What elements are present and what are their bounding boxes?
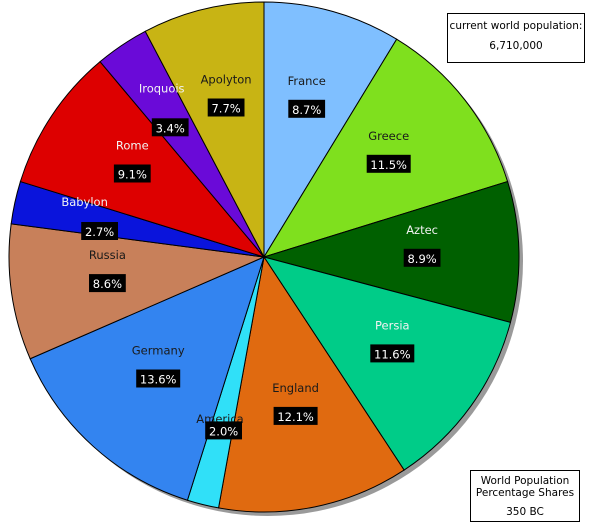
slice-label-apolyton: Apolyton [201,73,252,87]
slice-value-bg-america [205,421,242,440]
slice-value-babylon: 2.7% [85,225,114,239]
slice-value-bg-apolyton [207,98,245,117]
slice-value-germany: 13.6% [140,373,177,387]
slice-value-bg-greece [366,154,411,173]
slice-value-america: 2.0% [209,424,238,438]
slice-label-persia: Persia [375,318,410,332]
pie-slice-france [263,1,398,259]
slice-value-bg-aztec [403,248,441,267]
slice-value-rome: 9.1% [118,168,147,182]
population-box: current world population: 6,710,000 [447,13,585,63]
chart-title-line-2: Percentage Shares [475,487,575,499]
population-value: 6,710,000 [489,40,543,52]
slice-label-france: France [288,74,326,88]
slice-value-bg-france [288,99,326,118]
slice-value-aztec: 8.9% [407,252,436,266]
slice-value-russia: 8.6% [93,277,122,291]
slice-value-bg-persia [370,344,415,363]
slice-label-greece: Greece [368,129,409,143]
pie-slice-persia [262,256,512,471]
slice-label-russia: Russia [89,248,126,262]
chart-title-line-1: World Population [480,475,570,487]
pie-labels: France 8.7% Greece 11.5% Aztec 8.9% Persia 11.6… [61,73,441,440]
slice-value-greece: 11.5% [370,158,407,172]
chart-title-year: 350 BC [506,506,544,518]
slice-value-bg-germany [136,369,181,388]
pie-slices [8,1,520,513]
slice-value-apolyton: 7.7% [211,102,240,116]
pie-slice-apolyton [144,1,265,258]
slice-value-bg-iroquois [151,118,189,137]
population-label: current world population: [449,20,583,32]
pie-slice-england [217,255,405,513]
slice-value-bg-russia [89,274,126,293]
slice-value-bg-england [273,406,318,425]
pie-slice-aztec [262,180,520,324]
slice-value-france: 8.7% [292,103,321,117]
slice-value-iroquois: 3.4% [156,121,185,135]
slice-value-bg-babylon [81,222,118,240]
slice-value-persia: 11.6% [374,347,411,361]
pie-slice-rome [19,60,266,258]
slice-value-bg-rome [113,164,151,183]
slice-label-germany: Germany [132,344,185,358]
chart-title-box: World Population Percentage Shares 350 B… [470,470,580,522]
slice-label-aztec: Aztec [406,223,438,237]
slice-label-iroquois: Iroquois [139,82,185,96]
slice-label-rome: Rome [116,139,149,153]
slice-label-babylon: Babylon [61,195,108,209]
slice-label-england: England [272,381,319,395]
pie-slice-greece [262,38,509,258]
slice-value-england: 12.1% [277,410,314,424]
pie-slice-russia [8,223,266,360]
